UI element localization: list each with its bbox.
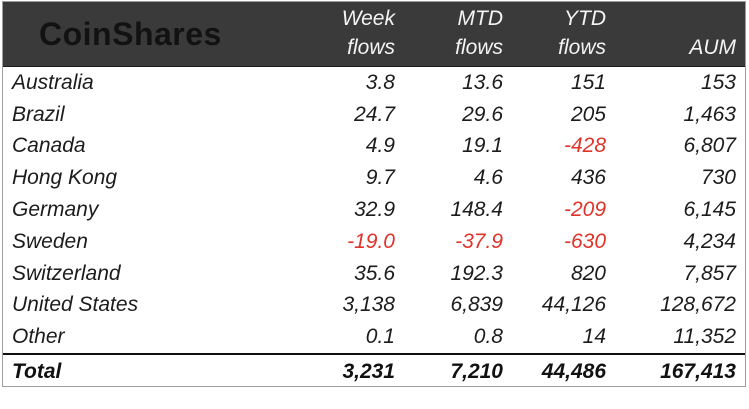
ytd-flows-cell: 44,126 [541,293,606,317]
table-header: CoinShares Week flows MTD flows YTD flow… [3,2,745,67]
ytd-flows-cell: 820 [570,261,606,285]
column-header-line: MTD [457,7,504,30]
country-cell: Canada [12,134,86,158]
column-header-line: Week [341,7,395,30]
table-row: Other 0.1 0.8 14 11,352 [3,321,745,353]
aum-cell: 6,145 [683,198,736,222]
mtd-flows-cell: 13.6 [462,70,503,94]
mtd-flows-cell: 148.4 [450,198,503,222]
column-header-line: YTD [564,7,606,30]
week-flows-cell: 32.9 [354,198,395,222]
mtd-flows-cell: -37.9 [455,229,503,253]
ytd-flows-cell: 205 [570,102,606,126]
table-row: United States 3,138 6,839 44,126 128,672 [3,290,745,322]
mtd-flows-cell: 29.6 [462,102,503,126]
total-aum: 167,413 [660,360,736,384]
ytd-flows-cell: -209 [563,198,606,222]
country-cell: Brazil [12,102,65,126]
country-cell: Australia [12,70,94,94]
column-header-week-flows: Week flows [299,2,404,66]
country-cell: Germany [12,198,99,222]
column-header-ytd-flows: YTD flows [512,2,615,66]
coinshares-logo: CoinShares [39,15,222,52]
table-row: Sweden -19.0 -37.9 -630 4,234 [3,226,745,258]
table-body: Australia 3.8 13.6 151 153 Brazil 24.7 2… [3,67,745,353]
week-flows-cell: 9.7 [365,166,395,190]
table-row: Hong Kong 9.7 4.6 436 730 [3,162,745,194]
flows-table: CoinShares Week flows MTD flows YTD flow… [2,1,746,387]
total-week-flows: 3,231 [342,360,395,384]
aum-cell: 1,463 [683,102,736,126]
aum-cell: 4,234 [683,229,736,253]
brand-logo-cell: CoinShares [3,2,299,66]
mtd-flows-cell: 6,839 [450,293,503,317]
week-flows-cell: 35.6 [354,261,395,285]
table-row: Brazil 24.7 29.6 205 1,463 [3,99,745,131]
column-header-line: flows [558,35,606,59]
column-header-line: flows [455,35,503,59]
column-header-aum: AUM [615,2,745,66]
total-row: Total 3,231 7,210 44,486 167,413 [3,353,745,389]
aum-cell: 128,672 [660,293,736,317]
aum-cell: 730 [700,166,736,190]
aum-cell: 7,857 [683,261,736,285]
total-label: Total [12,360,62,384]
column-header-line: AUM [689,35,736,59]
country-cell: Hong Kong [12,166,118,190]
aum-cell: 153 [700,70,736,94]
column-header-line: flows [347,35,395,59]
ytd-flows-cell: 151 [570,70,606,94]
week-flows-cell: 24.7 [354,102,395,126]
week-flows-cell: 4.9 [365,134,395,158]
country-cell: United States [12,293,139,317]
total-ytd-flows: 44,486 [541,360,606,384]
week-flows-cell: 3.8 [365,70,395,94]
aum-cell: 6,807 [683,134,736,158]
ytd-flows-cell: 436 [570,166,606,190]
table-row: Canada 4.9 19.1 -428 6,807 [3,131,745,163]
aum-cell: 11,352 [673,325,736,349]
mtd-flows-cell: 0.8 [473,325,503,349]
ytd-flows-cell: -630 [563,229,606,253]
week-flows-cell: 3,138 [342,293,395,317]
ytd-flows-cell: 14 [582,325,606,349]
week-flows-cell: -19.0 [347,229,395,253]
week-flows-cell: 0.1 [365,325,395,349]
country-cell: Switzerland [12,261,121,285]
mtd-flows-cell: 19.1 [462,134,503,158]
ytd-flows-cell: -428 [563,134,606,158]
total-mtd-flows: 7,210 [450,360,503,384]
table-row: Australia 3.8 13.6 151 153 [3,67,745,99]
column-header-mtd-flows: MTD flows [404,2,512,66]
table-row: Germany 32.9 148.4 -209 6,145 [3,194,745,226]
country-cell: Sweden [12,229,88,253]
mtd-flows-cell: 192.3 [450,261,503,285]
mtd-flows-cell: 4.6 [473,166,503,190]
country-cell: Other [12,325,65,349]
table-row: Switzerland 35.6 192.3 820 7,857 [3,258,745,290]
